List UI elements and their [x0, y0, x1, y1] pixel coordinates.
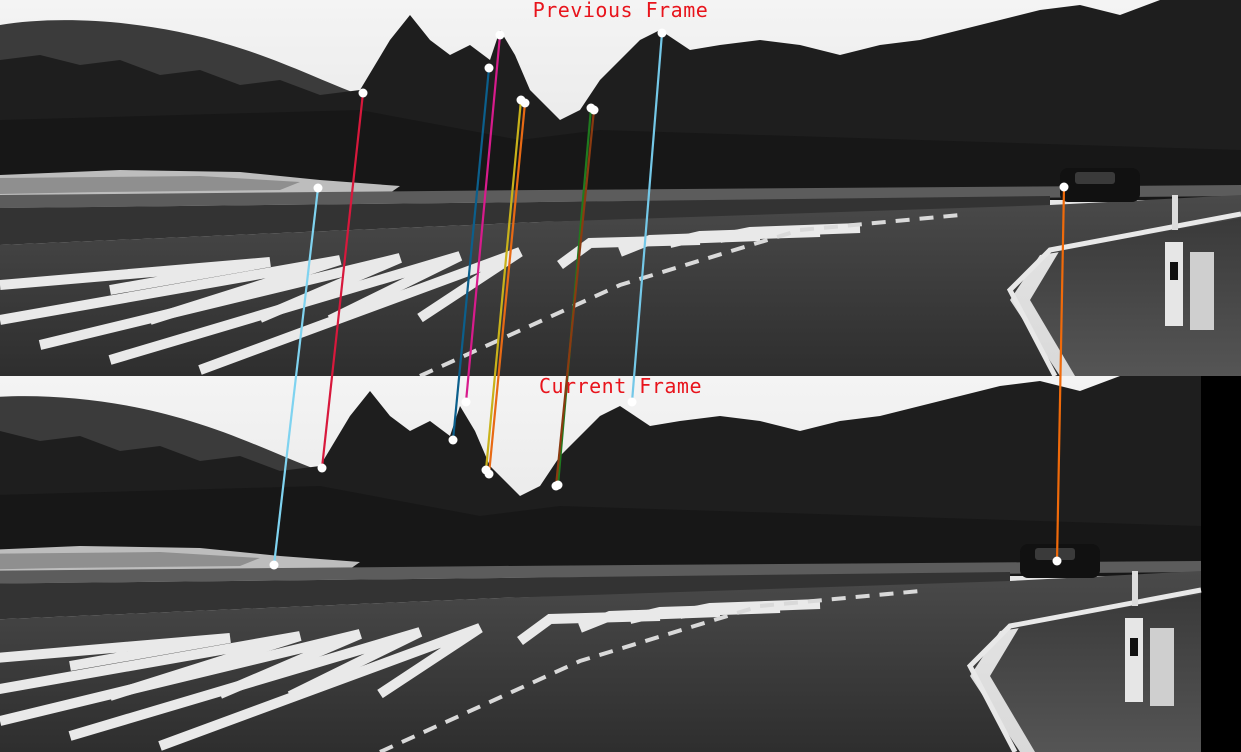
keypoint-prev-m6 — [520, 98, 530, 108]
keypoint-prev-m1 — [313, 183, 323, 193]
keypoint-prev-m8 — [589, 105, 599, 115]
keypoint-prev-m9 — [657, 28, 667, 38]
keypoint-curr-m8 — [551, 481, 561, 491]
keypoint-prev-m10 — [1059, 182, 1069, 192]
keypoint-prev-m3 — [484, 63, 494, 73]
keypoint-curr-m2 — [317, 463, 327, 473]
keypoint-curr-m1 — [269, 560, 279, 570]
keypoint-curr-m6 — [484, 469, 494, 479]
keypoint-curr-m9 — [627, 397, 637, 407]
keypoint-markers — [269, 28, 1069, 570]
match-line-m1 — [272, 187, 320, 566]
previous-frame-panel — [0, 0, 1241, 376]
match-line-m6 — [487, 102, 527, 475]
keypoint-curr-m3 — [448, 435, 458, 445]
keypoint-prev-m2 — [358, 88, 368, 98]
keypoint-curr-m10 — [1052, 556, 1062, 566]
match-line-m5 — [484, 99, 523, 471]
match-line-m10 — [1055, 186, 1066, 562]
match-line-m2 — [320, 92, 365, 469]
current-frame-panel — [0, 376, 1201, 752]
match-line-m8 — [554, 109, 596, 487]
match-line-m4 — [464, 34, 502, 403]
feature-match-lines — [272, 32, 1066, 566]
keypoint-curr-m4 — [461, 397, 471, 407]
match-line-m3 — [451, 67, 491, 441]
keypoint-prev-m4 — [495, 30, 505, 40]
match-line-m9 — [630, 32, 664, 403]
